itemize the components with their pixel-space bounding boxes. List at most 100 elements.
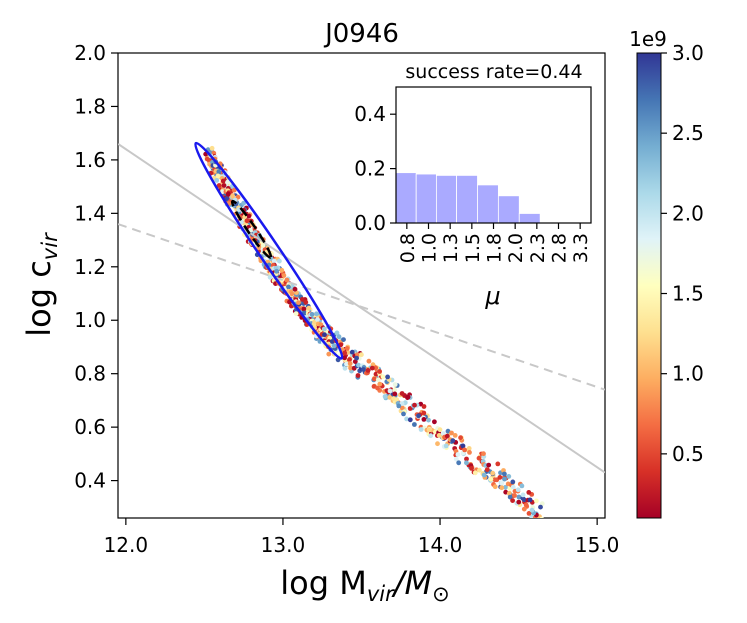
scatter-point <box>418 427 424 432</box>
scatter-point <box>289 291 295 297</box>
scatter-point <box>443 443 449 449</box>
scatter-point <box>520 492 526 498</box>
inset-x-tick-label: 3.3 <box>570 233 592 263</box>
scatter-point <box>209 145 215 151</box>
scatter-point <box>510 479 516 485</box>
scatter-point <box>221 183 227 188</box>
colorbar-tick-label: 2.0 <box>672 201 704 225</box>
y-axis-ticks: 0.4 0.6 0.8 1.0 1.2 1.4 1.6 1.8 2.0 <box>74 41 118 493</box>
inset-y-ticks: 0.0 0.2 0.4 <box>354 102 396 235</box>
scatter-point <box>436 433 442 438</box>
x-label-sub: vir <box>367 582 395 606</box>
histogram-bar <box>518 213 541 224</box>
scatter-point <box>342 350 348 356</box>
scatter-point <box>516 494 522 500</box>
scatter-point <box>538 504 543 510</box>
scatter-point <box>466 446 472 451</box>
scatter-point <box>486 462 492 468</box>
scatter-point <box>314 311 319 317</box>
histogram-bar <box>395 172 417 224</box>
scatter-point <box>246 213 252 219</box>
scatter-point <box>502 476 507 482</box>
scatter-point <box>299 297 305 302</box>
colorbar-tick-label: 2.5 <box>672 121 704 145</box>
scatter-point <box>497 475 503 480</box>
scatter-point <box>281 273 287 278</box>
scatter-point <box>380 374 386 380</box>
scatter-point <box>344 361 349 367</box>
scatter-point <box>484 467 490 472</box>
scatter-point <box>373 371 379 377</box>
inset-x-ticks: 0.8 1.0 1.3 1.5 1.8 2.0 2.3 2.8 3.3 <box>397 223 592 263</box>
y-axis-label: log cvir <box>20 232 62 337</box>
scatter-point <box>359 352 364 358</box>
scatter-point <box>426 427 432 433</box>
scatter-point <box>377 369 382 374</box>
inset-x-tick-label: 2.0 <box>505 233 527 263</box>
scatter-point <box>450 438 456 444</box>
scatter-point <box>271 258 277 264</box>
scatter-point <box>361 367 366 372</box>
inset-y-tick-label: 0.2 <box>354 157 386 181</box>
scatter-point <box>416 413 421 419</box>
scatter-point <box>366 358 372 364</box>
chart-title: J0946 <box>323 19 399 49</box>
scatter-point <box>241 200 247 206</box>
y-tick-label: 0.8 <box>74 362 106 386</box>
scatter-point <box>426 417 431 423</box>
scatter-point <box>418 401 424 407</box>
scatter-point <box>373 365 379 371</box>
scatter-point <box>392 391 398 397</box>
inset-x-tick-label: 1.3 <box>440 233 462 263</box>
scatter-point <box>336 334 342 340</box>
scatter-point <box>521 506 527 512</box>
scatter-point <box>472 470 478 476</box>
main-plot-area <box>118 141 605 518</box>
scatter-point <box>372 376 377 382</box>
scatter-point <box>204 156 210 162</box>
scatter-point <box>523 502 529 508</box>
x-label-tail: /M <box>391 564 432 602</box>
scatter-point <box>399 405 405 411</box>
scatter-point <box>354 355 359 361</box>
scatter-point <box>495 461 501 467</box>
scatter-point <box>216 169 222 175</box>
scatter-point <box>306 305 312 311</box>
y-tick-label: 1.2 <box>74 255 106 279</box>
scatter-point <box>507 494 513 500</box>
scatter-point <box>455 452 461 457</box>
inset-x-tick-label: 1.8 <box>484 233 506 263</box>
y-tick-label: 0.6 <box>74 415 106 439</box>
scatter-point <box>385 374 390 380</box>
scatter-point <box>460 443 466 449</box>
colorbar-tick-label: 3.0 <box>672 41 704 65</box>
histogram-bar <box>435 174 457 224</box>
colorbar-tick-label: 1.5 <box>672 282 704 306</box>
x-tick-label: 13.0 <box>261 533 306 557</box>
scatter-point <box>355 373 361 378</box>
scatter-point <box>394 397 400 402</box>
x-tick-label: 15.0 <box>575 533 620 557</box>
scatter-point <box>396 403 402 409</box>
scatter-point <box>515 487 521 493</box>
scatter-point <box>293 311 299 317</box>
scatter-point <box>510 498 515 503</box>
scatter-point <box>321 326 327 332</box>
solid-reference-line <box>118 143 605 474</box>
scatter-point <box>301 306 307 312</box>
x-axis-label: log Mvir/M⊙ <box>280 564 449 606</box>
scatter-point <box>521 497 527 503</box>
scatter-point <box>342 355 347 361</box>
y-tick-label: 1.4 <box>74 201 106 225</box>
scatter-point <box>503 489 509 495</box>
scatter-point <box>369 365 375 371</box>
scatter-point <box>453 456 459 462</box>
inset-x-tick-label: 1.0 <box>419 233 441 263</box>
scatter-point <box>503 484 508 490</box>
main-plot-frame <box>117 52 606 519</box>
x-label-tail-sub: ⊙ <box>432 582 450 606</box>
scatter-point <box>392 387 398 393</box>
y-tick-label: 1.0 <box>74 308 106 332</box>
inset-x-tick-label: 1.5 <box>462 233 484 263</box>
scatter-point <box>334 330 340 336</box>
